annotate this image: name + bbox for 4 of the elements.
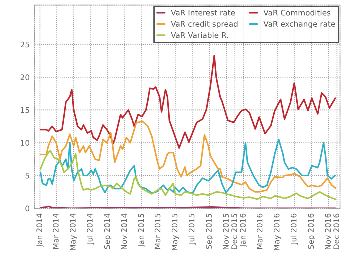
line-series xyxy=(40,55,336,149)
line-series xyxy=(40,150,336,200)
line-series xyxy=(40,138,336,194)
line-series xyxy=(40,120,336,193)
